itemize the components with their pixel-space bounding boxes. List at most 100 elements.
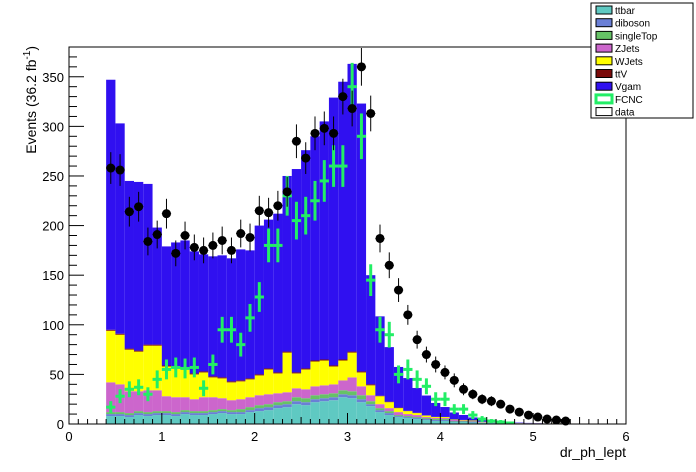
y-axis-title: Events (36.2 fb-1) (22, 46, 39, 154)
bar-singletop-bin-22 (310, 395, 320, 400)
bar-vgam-bin-14 (236, 249, 246, 381)
bar-wjets-bin-9 (189, 374, 199, 400)
y-tick-label-150: 150 (42, 268, 64, 283)
bar-ttbar-bin-26 (347, 398, 357, 424)
bar-ttv-bin-21 (301, 368, 311, 370)
bar-diboson-bin-6 (161, 413, 172, 416)
data-point-20 (291, 124, 302, 159)
bar-vgam-bin-32 (403, 378, 413, 411)
bar-ttbar-bin-28 (366, 406, 376, 424)
bar-ttv-bin-18 (273, 372, 283, 374)
data-point-44 (514, 407, 524, 417)
bar-ttbar-bin-29 (375, 412, 385, 424)
x-tick-label-5: 5 (530, 429, 537, 444)
bar-zjets-bin-19 (282, 392, 292, 402)
bar-vgam-bin-11 (208, 256, 218, 377)
bar-singletop-bin-18 (273, 402, 283, 406)
fcnc-marker-10 (198, 380, 209, 397)
fcnc-marker-28 (366, 264, 376, 297)
bar-singletop-bin-31 (393, 415, 404, 417)
bar-diboson-bin-28 (366, 404, 376, 407)
bar-ttv-bin-16 (254, 374, 264, 376)
fcnc-marker-0 (106, 401, 116, 414)
bar-wjets-bin-19 (282, 352, 292, 393)
data-point-48 (551, 415, 562, 425)
bar-wjets-bin-35 (431, 417, 441, 419)
bar-ttbar-bin-37 (449, 422, 459, 424)
data-point-14 (236, 219, 246, 248)
bar-diboson-bin-20 (291, 401, 302, 405)
x-tick-label-3: 3 (344, 429, 351, 444)
bar-ttbar-bin-22 (310, 402, 320, 424)
bar-wjets-bin-12 (217, 378, 227, 399)
data-point-41 (486, 396, 497, 407)
fcnc-marker-20 (291, 201, 302, 240)
bar-diboson-bin-14 (236, 412, 246, 415)
bar-ttbar-bin-14 (236, 414, 246, 424)
y-tick-label-350: 350 (42, 70, 64, 85)
y-tick-label-100: 100 (42, 318, 64, 333)
bar-ttbar-bin-12 (217, 413, 227, 424)
bar-ttbar-bin-27 (356, 402, 367, 424)
bar-diboson-bin-18 (273, 405, 283, 409)
fcnc-marker-36 (440, 392, 450, 407)
bar-vgam-bin-6 (161, 246, 172, 366)
bar-diboson-bin-1 (115, 414, 125, 417)
bar-ttbar-bin-25 (338, 397, 348, 424)
fcnc-marker-4 (143, 387, 153, 402)
bar-wjets-bin-32 (403, 411, 413, 415)
bar-wjets-bin-14 (236, 381, 246, 400)
bar-diboson-bin-19 (282, 404, 292, 408)
bar-zjets-bin-21 (301, 389, 311, 399)
data-point-18 (273, 190, 283, 221)
bar-zjets-bin-16 (254, 395, 264, 406)
data-point-33 (412, 330, 422, 349)
bar-diboson-bin-11 (208, 412, 218, 415)
x-tick-label-0: 0 (65, 429, 72, 444)
data-point-43 (505, 404, 515, 414)
svg-text:ZJets: ZJets (615, 44, 639, 55)
fcnc-marker-12 (217, 316, 227, 343)
bar-wjets-bin-24 (328, 366, 339, 385)
data-point-28 (366, 95, 376, 132)
bar-zjets-bin-17 (263, 394, 274, 405)
data-point-39 (468, 389, 478, 400)
fcnc-marker-27 (356, 113, 367, 160)
bar-ttbar-bin-17 (263, 410, 274, 424)
bar-vgam-bin-3 (133, 181, 144, 351)
bar-ttbar-bin-20 (291, 404, 302, 424)
data-point-11 (208, 232, 218, 259)
bar-zjets-bin-10 (198, 397, 209, 412)
bar-zjets-bin-20 (291, 388, 302, 398)
bar-ttbar-bin-30 (384, 415, 394, 424)
bar-vgam-bin-35 (431, 402, 441, 417)
bar-zjets-bin-33 (412, 415, 422, 418)
bar-singletop-bin-15 (245, 407, 255, 411)
bar-vgam-bin-34 (421, 395, 432, 416)
bar-wjets-bin-11 (208, 377, 218, 398)
bar-singletop-bin-23 (319, 394, 329, 399)
bar-diboson-bin-25 (338, 394, 348, 398)
bar-wjets-bin-15 (245, 379, 255, 398)
data-point-40 (477, 394, 487, 405)
fcnc-marker-29 (375, 316, 385, 343)
y-tick-label-0: 0 (57, 417, 64, 432)
bar-diboson-bin-35 (431, 420, 441, 422)
bar-zjets-bin-7 (171, 397, 181, 413)
bar-zjets-bin-12 (217, 398, 227, 410)
bar-wjets-bin-6 (161, 366, 172, 397)
x-tick-label-6: 6 (622, 429, 629, 444)
bar-ttv-bin-23 (319, 359, 329, 361)
svg-text:singleTop: singleTop (615, 31, 658, 42)
bar-zjets-bin-6 (161, 396, 172, 412)
bar-zjets-bin-15 (245, 397, 255, 408)
data-point-31 (393, 278, 404, 302)
bar-diboson-bin-0 (106, 414, 116, 417)
bar-ttv-bin-25 (338, 359, 348, 361)
bar-ttbar-bin-39 (468, 422, 478, 424)
x-axis: 0 1 2 3 4 5 6 (65, 413, 630, 444)
data-point-13 (226, 237, 237, 264)
fcnc-marker-16 (254, 282, 264, 312)
bar-ttbar-bin-1 (115, 416, 125, 424)
